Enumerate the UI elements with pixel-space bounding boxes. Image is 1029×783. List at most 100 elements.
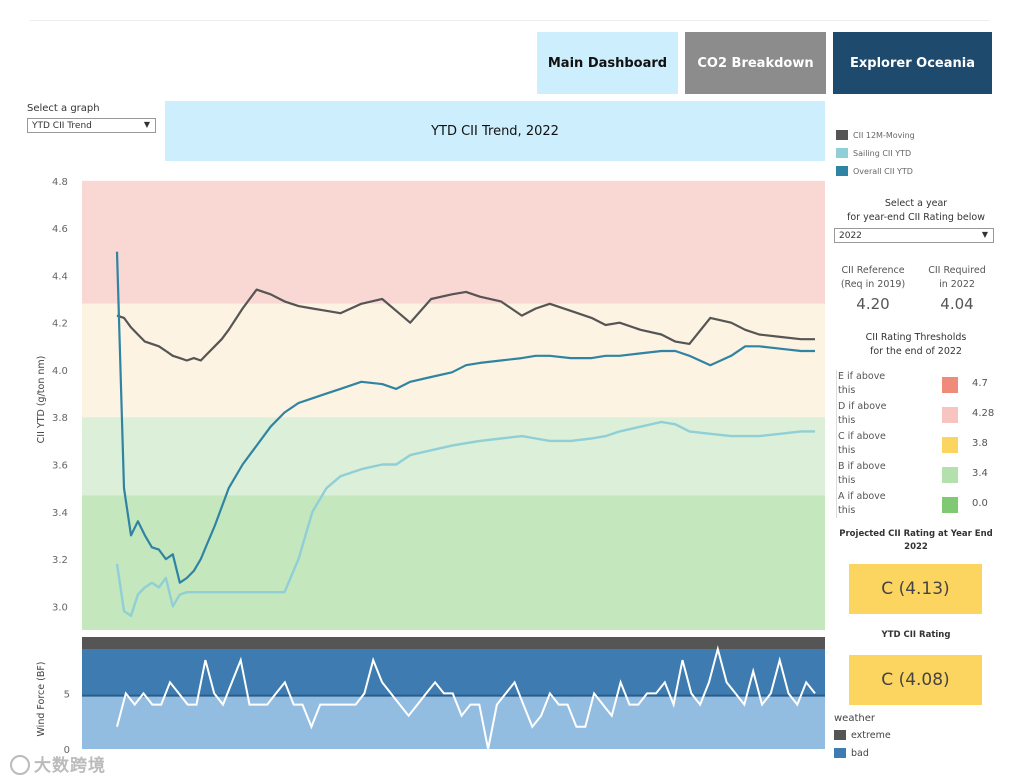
- y-axis-label: Wind Force (BF): [36, 661, 47, 736]
- rating-band-1: [82, 303, 825, 418]
- legend-swatch: [836, 130, 848, 140]
- cii-reference-label-line2: (Req in 2019): [840, 279, 906, 290]
- threshold-label: B if above this: [838, 460, 908, 488]
- threshold-value: 3.4: [972, 468, 988, 479]
- cii-required-label-line2: in 2022: [939, 279, 975, 290]
- series-line-sailing-cii-ytd: [115, 420, 815, 617]
- top-divider: [30, 20, 990, 21]
- threshold-row: B if above this 3.4: [838, 460, 998, 488]
- ytd-rating-value: C (4.08): [849, 655, 982, 705]
- legend-label: Overall CII YTD: [853, 166, 913, 176]
- graph-select[interactable]: YTD CII Trend ▼: [27, 118, 156, 133]
- explorer-oceania-button[interactable]: Explorer Oceania: [833, 32, 992, 94]
- cii-required-value: 4.04: [940, 295, 974, 313]
- threshold-label: C if above this: [838, 430, 908, 458]
- series-line-overall-cii-ytd: [115, 251, 815, 584]
- year-select-label-line1: Select a year: [884, 198, 948, 209]
- select-graph-label: Select a graph: [27, 103, 100, 114]
- threshold-label-line1: E if above: [838, 371, 886, 382]
- year-select-value: 2022: [839, 230, 862, 241]
- threshold-row: C if above this 3.8: [838, 430, 998, 458]
- threshold-swatch: [942, 437, 958, 453]
- graph-select-value: YTD CII Trend: [32, 120, 92, 131]
- dropdown-arrow-icon: ▼: [143, 120, 150, 129]
- y-tick-label: 3.0: [52, 602, 68, 613]
- threshold-label-line2: this: [838, 445, 856, 456]
- y-tick-label: 4.0: [52, 366, 68, 377]
- threshold-label-line1: A if above: [838, 491, 886, 502]
- y-tick-label: 5: [64, 689, 70, 700]
- extreme-band: [82, 637, 825, 649]
- y-tick-label: 4.4: [52, 271, 68, 282]
- projected-rating-title-line2: 2022: [904, 542, 928, 552]
- threshold-value: 4.28: [972, 408, 995, 419]
- dropdown-arrow-icon: ▼: [981, 230, 988, 239]
- cii-trend-chart: 3.0 3.2 3.4 3.6 3.8 4.0 4.2 4.4 4.6 4.8 CII YTD (g…: [36, 177, 825, 630]
- threshold-value: 3.8: [972, 438, 988, 449]
- y-tick-label: 3.8: [52, 413, 68, 424]
- ytd-rating-title: YTD CII Rating: [881, 630, 951, 640]
- threshold-label-line2: this: [838, 385, 856, 396]
- threshold-swatch: [942, 497, 958, 513]
- thresholds-divider: [836, 370, 837, 518]
- y-tick-label: 4.6: [52, 224, 68, 235]
- year-select[interactable]: 2022 ▼: [834, 228, 994, 243]
- chart-title: YTD CII Trend, 2022: [165, 101, 825, 161]
- threshold-label-line1: B if above: [838, 461, 886, 472]
- watermark-logo-graphic: 大数跨境: [10, 755, 105, 776]
- wind-force-chart: 0 5 Wind Force (BF): [36, 637, 825, 755]
- cii-reference-label-line1: CII Reference: [841, 265, 905, 276]
- projected-rating-value: C (4.13): [849, 564, 982, 614]
- weather-band-1: [82, 649, 825, 696]
- main-dashboard-button[interactable]: Main Dashboard: [537, 32, 678, 94]
- weather-legend-label: bad: [851, 747, 869, 759]
- y-axis-label: CII YTD (g/ton nm): [36, 356, 47, 444]
- threshold-value: 0.0: [972, 498, 988, 509]
- legend-swatch: [836, 148, 848, 158]
- series-line-cii-12m-moving: [116, 288, 815, 362]
- legend-label: CII 12M-Moving: [853, 130, 915, 140]
- rating-band-3: [82, 495, 825, 630]
- wind-force-line: [116, 645, 816, 750]
- year-select-label-line2: for year-end CII Rating below: [846, 212, 985, 223]
- weather-legend: weather extreme bad: [834, 713, 891, 762]
- cii-reference: CII Reference (Req in 2019) 4.20: [836, 264, 910, 313]
- legend-label: Sailing CII YTD: [853, 148, 912, 158]
- rating-band-0: [82, 180, 825, 304]
- legend-item[interactable]: Sailing CII YTD: [836, 144, 915, 162]
- threshold-label: A if above this: [838, 490, 908, 518]
- projected-rating-title: Projected CII Rating at Year End 2022: [836, 528, 996, 554]
- threshold-row: A if above this 0.0: [838, 490, 998, 518]
- threshold-swatch: [942, 377, 958, 393]
- legend-swatch: [836, 166, 848, 176]
- co2-breakdown-button[interactable]: CO2 Breakdown: [685, 32, 826, 94]
- threshold-label: E if above this: [838, 370, 908, 398]
- watermark-logo-mark: [10, 755, 30, 775]
- y-tick-label: 3.2: [52, 555, 68, 566]
- threshold-label-line2: this: [838, 475, 856, 486]
- weather-legend-item[interactable]: bad: [834, 744, 891, 762]
- threshold-row: E if above this 4.7: [838, 370, 998, 398]
- threshold-label-line2: this: [838, 505, 856, 516]
- y-tick-label: 3.4: [52, 508, 68, 519]
- series-legend: CII 12M-Moving Sailing CII YTD Overall CII…: [836, 126, 915, 180]
- y-tick-label: 4.8: [52, 177, 68, 188]
- threshold-value: 4.7: [972, 378, 988, 389]
- weather-legend-swatch: [834, 730, 846, 740]
- cii-required: CII Required in 2022 4.04: [920, 264, 994, 313]
- weather-legend-title: weather: [834, 713, 875, 724]
- watermark-logo: 大数跨境: [8, 752, 138, 783]
- threshold-label-line2: this: [838, 415, 856, 426]
- threshold-row: D if above this 4.28: [838, 400, 998, 428]
- legend-item[interactable]: Overall CII YTD: [836, 162, 915, 180]
- weather-legend-item[interactable]: extreme: [834, 726, 891, 744]
- threshold-swatch: [942, 467, 958, 483]
- year-select-label: Select a year for year-end CII Rating be…: [836, 197, 996, 225]
- threshold-label: D if above this: [838, 400, 908, 428]
- thresholds-title-line2: for the end of 2022: [870, 346, 962, 357]
- cii-required-label-line1: CII Required: [928, 265, 986, 276]
- weather-legend-swatch: [834, 748, 846, 758]
- threshold-label-line1: C if above: [838, 431, 886, 442]
- rating-band-2: [82, 417, 825, 496]
- legend-item[interactable]: CII 12M-Moving: [836, 126, 915, 144]
